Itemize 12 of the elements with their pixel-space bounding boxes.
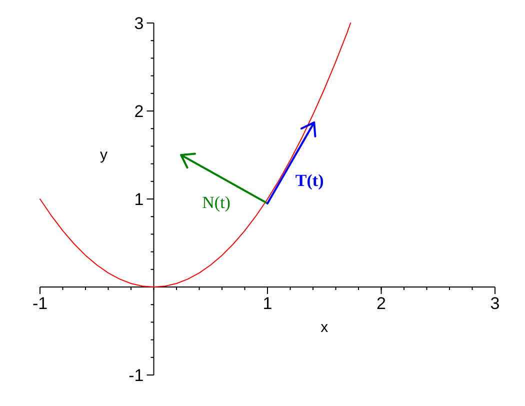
annotation: N(t) bbox=[202, 192, 230, 212]
x-axis-title: x bbox=[320, 319, 329, 336]
y-tick-label: 2 bbox=[134, 102, 144, 121]
x-tick-label: 3 bbox=[490, 294, 500, 313]
y-tick-label: 1 bbox=[134, 190, 144, 209]
x-tick-label: 1 bbox=[262, 294, 272, 313]
annotation: T(t) bbox=[295, 170, 324, 190]
y-tick-label: -1 bbox=[128, 366, 144, 385]
y-axis-title: y bbox=[100, 146, 108, 164]
y-tick-label: 3 bbox=[134, 14, 144, 33]
x-tick-label: -1 bbox=[32, 294, 48, 313]
x-tick-label: 2 bbox=[376, 294, 386, 313]
